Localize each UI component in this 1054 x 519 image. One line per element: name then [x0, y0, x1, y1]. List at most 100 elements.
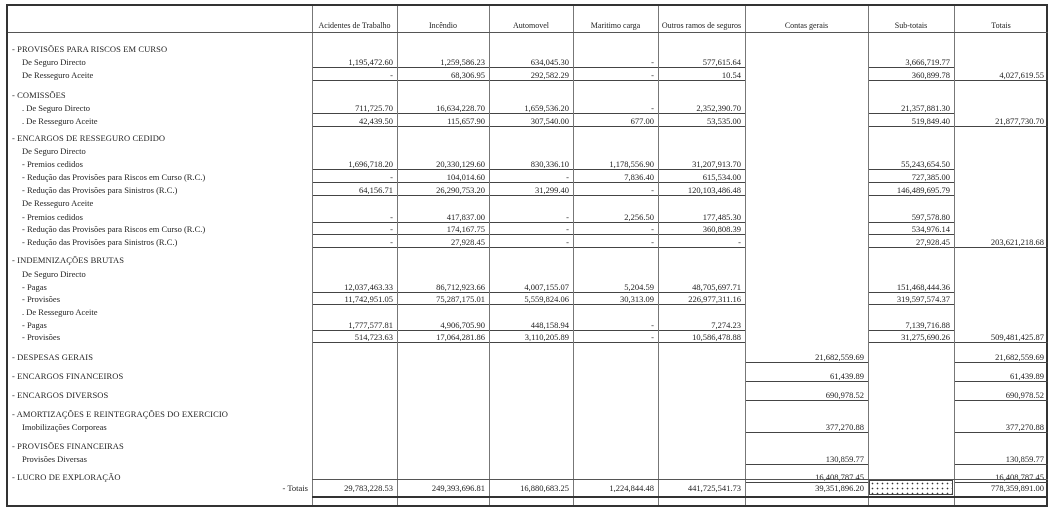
- table-cell: 27,928.45: [398, 236, 489, 248]
- column-header: Incêndio: [429, 21, 457, 30]
- totals-cell: 29,783,228.53: [344, 483, 393, 493]
- column-header: Contas gerais: [784, 21, 829, 30]
- table-cell: -: [313, 211, 397, 223]
- table-cell: 10,586,478.88: [659, 331, 745, 343]
- table-cell: 292,582.29: [490, 69, 573, 81]
- column-divider: [573, 6, 574, 505]
- row-label: - Provisões: [22, 332, 61, 342]
- table-cell: -: [313, 171, 397, 183]
- table-cell: -: [574, 184, 658, 196]
- table-cell: -: [574, 331, 658, 343]
- table-cell: 1,178,556.90: [574, 158, 658, 170]
- table-cell: -: [490, 236, 573, 248]
- table-cell: 1,259,586.23: [398, 56, 489, 68]
- table-cell: 21,682,559.69: [955, 351, 1048, 363]
- table-cell: 377,270.88: [955, 421, 1048, 433]
- table-cell: 177,485.30: [659, 211, 745, 223]
- table-cell: 226,977,311.16: [659, 293, 745, 305]
- row-label: - Premios cedidos: [22, 159, 83, 169]
- table-cell: 1,659,536.20: [490, 102, 573, 114]
- table-cell: 31,299.40: [490, 184, 573, 196]
- row-label: - Redução das Provisões para Riscos em C…: [22, 224, 206, 234]
- header-divider: [8, 32, 1048, 33]
- table-cell: 61,439.89: [746, 370, 868, 382]
- section-heading: - COMISSÕES: [12, 90, 66, 100]
- table-cell: 597,578.80: [869, 211, 954, 223]
- table-cell: -: [490, 223, 573, 235]
- column-header: Acidentes de Trabalho: [318, 21, 391, 30]
- table-cell: 203,621,218.68: [955, 236, 1048, 248]
- table-cell: 319,597,574.37: [869, 293, 954, 305]
- table-cell: 634,045.30: [490, 56, 573, 68]
- table-cell: 10.54: [659, 69, 745, 81]
- row-label: Provisões Diversas: [22, 454, 87, 464]
- table-cell: -: [490, 171, 573, 183]
- row-label: De Resseguro Aceite: [22, 198, 94, 208]
- section-heading: - ENCARGOS DE RESSEGURO CEDIDO: [12, 133, 166, 143]
- table-cell: 534,976.14: [869, 223, 954, 235]
- table-cell: 115,657.90: [398, 115, 489, 127]
- column-divider: [397, 6, 398, 505]
- table-cell: 16,634,228.70: [398, 102, 489, 114]
- row-label: De Seguro Directo: [22, 57, 86, 67]
- table-cell: 727,385.00: [869, 171, 954, 183]
- table-cell: 146,489,695.79: [869, 184, 954, 196]
- section-heading: - ENCARGOS DIVERSOS: [12, 390, 109, 400]
- table-cell: 104,014.60: [398, 171, 489, 183]
- section-heading: - PROVISÕES PARA RISCOS EM CURSO: [12, 44, 168, 54]
- table-cell: 577,615.64: [659, 56, 745, 68]
- totals-cell: 1,224,844.48: [609, 483, 654, 493]
- table-cell: 5,559,824.06: [490, 293, 573, 305]
- table-cell: 3,110,205.89: [490, 331, 573, 343]
- table-cell: 21,877,730.70: [955, 115, 1048, 127]
- table-cell: 48,705,697.71: [659, 281, 745, 293]
- row-label: - Redução das Provisões para Riscos em C…: [22, 172, 206, 182]
- table-cell: 130,859.77: [955, 453, 1048, 465]
- section-heading: - DESPESAS GERAIS: [12, 352, 94, 362]
- table-cell: 12,037,463.33: [313, 281, 397, 293]
- section-heading: - PROVISÕES FINANCEIRAS: [12, 441, 124, 451]
- table-cell: 417,837.00: [398, 211, 489, 223]
- table-cell: 120,103,486.48: [659, 184, 745, 196]
- table-cell: 7,836.40: [574, 171, 658, 183]
- column-header: Sub-totais: [894, 21, 928, 30]
- table-cell: 20,330,129.60: [398, 158, 489, 170]
- column-divider: [954, 6, 955, 505]
- table-cell: 31,207,913.70: [659, 158, 745, 170]
- table-cell: 711,725.70: [313, 102, 397, 114]
- column-divider: [745, 6, 746, 505]
- table-cell: 360,808.39: [659, 223, 745, 235]
- table-cell: -: [490, 211, 573, 223]
- table-cell: 53,535.00: [659, 115, 745, 127]
- row-label: . De Resseguro Aceite: [22, 307, 98, 317]
- table-cell: -: [313, 223, 397, 235]
- table-cell: 448,158.94: [490, 319, 573, 331]
- row-label: . De Seguro Directo: [22, 103, 90, 113]
- table-cell: 4,906,705.90: [398, 319, 489, 331]
- section-heading: - INDEMNIZAÇÕES BRUTAS: [12, 255, 125, 265]
- table-cell: 27,928.45: [869, 236, 954, 248]
- row-label: De Seguro Directo: [22, 146, 86, 156]
- table-cell: 16,408,787.45: [955, 471, 1048, 483]
- totals-cell: 778,359,891.00: [990, 483, 1044, 493]
- table-cell: 1,195,472.60: [313, 56, 397, 68]
- table-cell: 2,256.50: [574, 211, 658, 223]
- table-cell: 151,468,444.36: [869, 281, 954, 293]
- table-cell: 519,849.40: [869, 115, 954, 127]
- table-cell: 17,064,281.86: [398, 331, 489, 343]
- row-label: - Redução das Provisões para Sinistros (…: [22, 237, 178, 247]
- table-cell: 1,696,718.20: [313, 158, 397, 170]
- row-label: - Redução das Provisões para Sinistros (…: [22, 185, 178, 195]
- table-cell: 61,439.89: [955, 370, 1048, 382]
- table-cell: -: [574, 69, 658, 81]
- table-cell: -: [574, 102, 658, 114]
- row-label: - Pagas: [22, 320, 47, 330]
- row-label: - Pagas: [22, 282, 47, 292]
- table-cell: -: [574, 319, 658, 331]
- table-cell: 30,313.09: [574, 293, 658, 305]
- table-cell: 690,978.52: [746, 389, 868, 401]
- table-cell: 2,352,390.70: [659, 102, 745, 114]
- table-cell: 4,027,619.55: [955, 69, 1048, 81]
- table-cell: 42,439.50: [313, 115, 397, 127]
- column-divider: [489, 6, 490, 505]
